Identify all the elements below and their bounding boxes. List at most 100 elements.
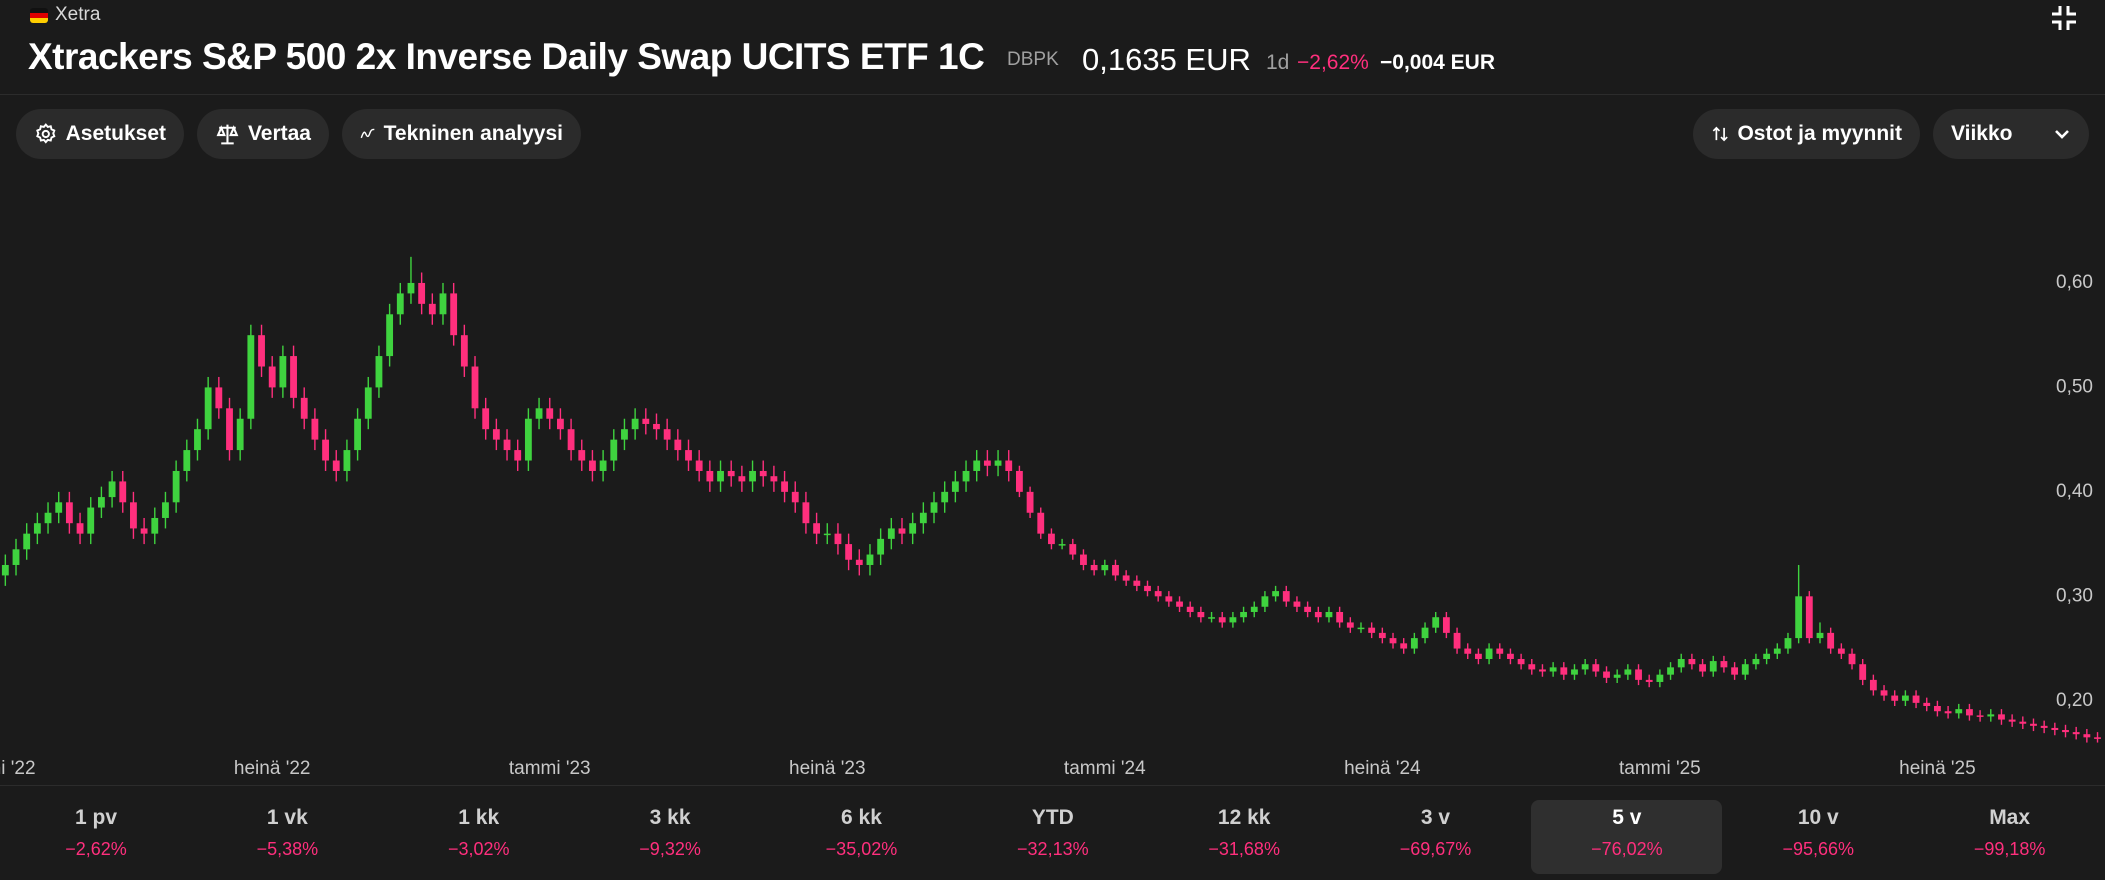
trades-button[interactable]: Ostot ja myynnit	[1693, 109, 1920, 159]
candle-body	[492, 429, 500, 440]
candle-body	[653, 423, 660, 430]
candle-body	[364, 387, 372, 419]
candle-body	[845, 544, 853, 560]
candle-body	[1154, 591, 1162, 597]
period-tab[interactable]: 3 kk −9,32%	[575, 800, 766, 874]
candle-body	[1250, 606, 1258, 612]
candle-body	[1410, 638, 1418, 649]
candle-body	[1069, 544, 1077, 555]
period-tab[interactable]: 3 v −69,67%	[1340, 800, 1531, 874]
candle-body	[631, 418, 639, 430]
price: 0,1635 EUR	[1082, 42, 1251, 77]
button-label: Asetukset	[65, 122, 166, 145]
change-absolute: −0,004 EUR	[1380, 51, 1495, 74]
candle-body	[717, 470, 724, 482]
change-period: 1d	[1266, 51, 1290, 74]
period-tab[interactable]: 12 kk −31,68%	[1149, 800, 1340, 874]
candle-body	[1539, 669, 1546, 672]
candle-body	[1677, 658, 1685, 668]
candle-body	[1859, 664, 1867, 680]
change-percent: −2,62%	[1297, 51, 1369, 74]
period-tab[interactable]: 5 v −76,02%	[1531, 800, 1723, 874]
candle-body	[311, 418, 319, 440]
period-change: −76,02%	[1591, 839, 1663, 859]
candle-body	[674, 439, 682, 451]
candle-body	[685, 450, 692, 461]
candle-body	[610, 439, 618, 461]
candle-body	[44, 512, 52, 524]
candle-body	[994, 460, 1002, 466]
period-label: Max	[1989, 806, 2031, 829]
period-tab[interactable]: 1 vk −5,38%	[192, 800, 383, 874]
candle-body	[1624, 669, 1632, 675]
candle-body	[1805, 596, 1813, 639]
candle-body	[1709, 661, 1717, 672]
candle-body	[354, 418, 362, 451]
candle-body	[1240, 611, 1247, 618]
candle-body	[1933, 705, 1941, 712]
collapse-button[interactable]	[2050, 4, 2078, 37]
period-change: −32,13%	[1017, 839, 1089, 859]
candle-body	[1549, 667, 1557, 672]
candle-body	[247, 335, 255, 419]
candle-body	[183, 450, 191, 471]
period-label: 3 kk	[649, 806, 691, 829]
exchange: Xetra	[55, 4, 101, 25]
candle-body	[1496, 648, 1504, 654]
candle-body	[695, 460, 703, 471]
period-change: −69,67%	[1399, 839, 1472, 859]
candle-body	[503, 439, 511, 451]
candle-body	[1656, 674, 1664, 682]
candle-body	[962, 470, 970, 482]
candle-body	[12, 549, 20, 565]
candle-body	[1197, 611, 1205, 618]
candle-body	[1080, 554, 1087, 565]
candle-body	[866, 554, 874, 565]
candle-body	[1699, 664, 1706, 672]
period-tab[interactable]: YTD −32,13%	[957, 800, 1148, 874]
candle-body	[1731, 667, 1739, 675]
candle-body	[279, 356, 287, 388]
candle-body	[418, 282, 426, 304]
candle-body	[1912, 695, 1920, 703]
candle-body	[1368, 627, 1376, 633]
candle-body	[1966, 709, 1973, 716]
candle-body	[1944, 711, 1952, 714]
candle-body	[386, 314, 394, 357]
settings-button[interactable]: Asetukset	[16, 109, 184, 159]
candle-body	[1400, 643, 1408, 649]
candle-body	[1090, 564, 1098, 571]
period-tab[interactable]: 1 kk −3,02%	[383, 800, 574, 874]
technical-analysis-button[interactable]: Tekninen analyysi	[342, 109, 581, 159]
candle-body	[749, 470, 756, 482]
candle-body	[813, 523, 821, 534]
button-label: Viikko	[1951, 122, 2013, 145]
candle-body	[941, 491, 949, 503]
interval-select[interactable]: Viikko	[1933, 109, 2089, 159]
compare-button[interactable]: Vertaa	[197, 109, 329, 159]
period-label: 3 v	[1420, 806, 1451, 829]
candle-body	[194, 429, 201, 451]
y-tick-label: 0,40	[2056, 481, 2093, 502]
x-tick-label: tammi '25	[1619, 758, 1701, 779]
candle-body	[1144, 585, 1151, 592]
candle-body	[1122, 575, 1130, 581]
candle-body	[1795, 596, 1803, 639]
period-tab[interactable]: Max −99,18%	[1914, 800, 2105, 874]
candle-body	[1741, 664, 1749, 675]
candle-body	[1688, 658, 1696, 665]
candle-body	[1464, 648, 1472, 654]
candle-body	[642, 418, 650, 424]
candle-body	[2062, 730, 2069, 733]
candle-body	[1763, 653, 1771, 659]
candle-body	[887, 528, 895, 539]
candle-body	[1015, 470, 1023, 492]
candle-body	[1026, 491, 1034, 513]
candle-body	[1848, 653, 1856, 665]
period-tab[interactable]: 1 pv −2,62%	[1, 800, 192, 874]
period-tab[interactable]: 10 v −95,66%	[1723, 800, 1914, 874]
candle-body	[1528, 664, 1536, 670]
period-tab[interactable]: 6 kk −35,02%	[766, 800, 957, 874]
period-label: 6 kk	[841, 806, 882, 829]
candle-body	[621, 429, 628, 440]
